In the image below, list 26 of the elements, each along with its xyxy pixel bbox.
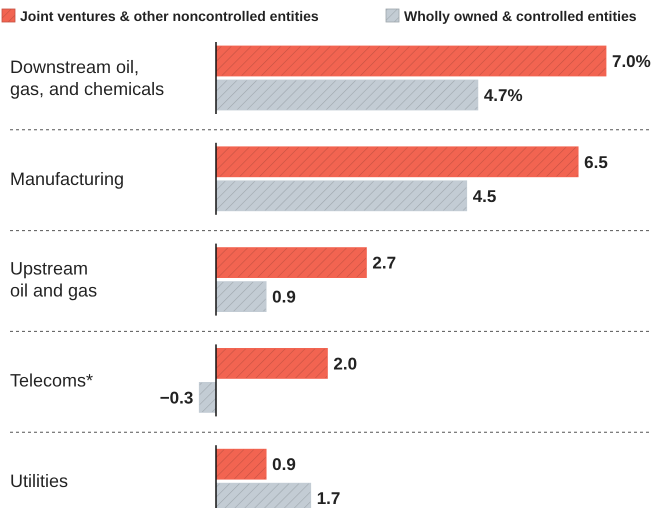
- data-label: 4.5: [472, 186, 496, 206]
- data-label: 0.9: [272, 455, 296, 474]
- data-label: 2.7: [372, 254, 396, 273]
- y-tick-label: Telecoms*: [10, 370, 94, 390]
- bar: [198, 382, 216, 413]
- data-label: 4.7%: [484, 86, 523, 105]
- legend-label: Wholly owned & controlled entities: [404, 8, 637, 24]
- data-label: 2.0: [333, 354, 358, 374]
- data-label: −0.3: [160, 388, 194, 408]
- bar: [216, 448, 267, 480]
- data-label: 6.5: [584, 152, 608, 172]
- y-tick-label: Downstream oil, gas, and chemicals: [10, 57, 164, 99]
- bar: [216, 80, 478, 110]
- bar: [216, 46, 606, 76]
- bar: [216, 348, 328, 379]
- legend-label: Joint ventures & other noncontrolled entities: [20, 8, 319, 24]
- y-tick-label: Utilities: [10, 471, 68, 492]
- bar: [216, 180, 468, 212]
- bar: [216, 247, 367, 278]
- data-label: 0.9: [272, 288, 296, 307]
- y-tick-label: Manufacturing: [10, 168, 124, 189]
- bar: [216, 146, 579, 178]
- bar: [216, 281, 267, 312]
- y-tick-label: Upstream oil and gas: [10, 258, 98, 301]
- data-label: 7.0%: [612, 52, 651, 71]
- data-label: 1.7: [316, 489, 340, 508]
